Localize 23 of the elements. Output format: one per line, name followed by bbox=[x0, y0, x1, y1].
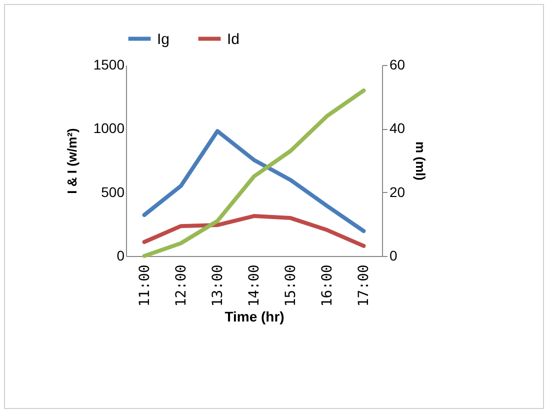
x-tick-label: 17:00 bbox=[356, 264, 372, 307]
y2-tick-label: 0 bbox=[390, 248, 398, 264]
y-tick-label: 1000 bbox=[93, 120, 125, 136]
y2-tick-label: 40 bbox=[390, 120, 406, 136]
x-tick-label: 16:00 bbox=[320, 264, 336, 307]
y2-tick-label: 60 bbox=[390, 56, 406, 72]
x-axis-title: Time (hr) bbox=[224, 308, 284, 325]
x-tick-label: 11:00 bbox=[136, 264, 153, 307]
y2-tick-label: 20 bbox=[390, 184, 406, 200]
x-tick-label: 13:00 bbox=[210, 264, 226, 307]
y-tick-label: 500 bbox=[101, 184, 125, 200]
y-tick-label: 1500 bbox=[93, 56, 125, 72]
y2-axis-title: m (ml) bbox=[413, 142, 428, 180]
y-tick-label: 0 bbox=[116, 248, 125, 264]
legend-label: Ig bbox=[157, 30, 170, 48]
y-axis-title: I & I (w/m²) bbox=[64, 128, 80, 194]
x-tick-label: 14:00 bbox=[246, 264, 262, 307]
line-series bbox=[142, 88, 366, 258]
line-series bbox=[142, 214, 366, 248]
x-tick-label: 12:00 bbox=[173, 264, 190, 307]
x-tick-label: 15:00 bbox=[283, 264, 300, 307]
line-series bbox=[142, 129, 366, 234]
legend-label: Id bbox=[227, 30, 240, 48]
